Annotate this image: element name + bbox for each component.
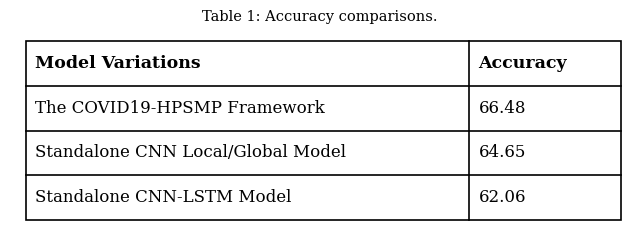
Text: Table 1: Accuracy comparisons.: Table 1: Accuracy comparisons. — [202, 10, 438, 24]
Text: Accuracy: Accuracy — [479, 55, 567, 72]
Text: 62.06: 62.06 — [479, 189, 526, 206]
Text: Model Variations: Model Variations — [35, 55, 201, 72]
Text: 64.65: 64.65 — [479, 144, 526, 161]
Bar — [26, 41, 621, 220]
Text: 66.48: 66.48 — [479, 100, 526, 117]
Text: The COVID19-HPSMP Framework: The COVID19-HPSMP Framework — [35, 100, 325, 117]
Text: Standalone CNN Local/Global Model: Standalone CNN Local/Global Model — [35, 144, 346, 161]
Text: Standalone CNN-LSTM Model: Standalone CNN-LSTM Model — [35, 189, 292, 206]
